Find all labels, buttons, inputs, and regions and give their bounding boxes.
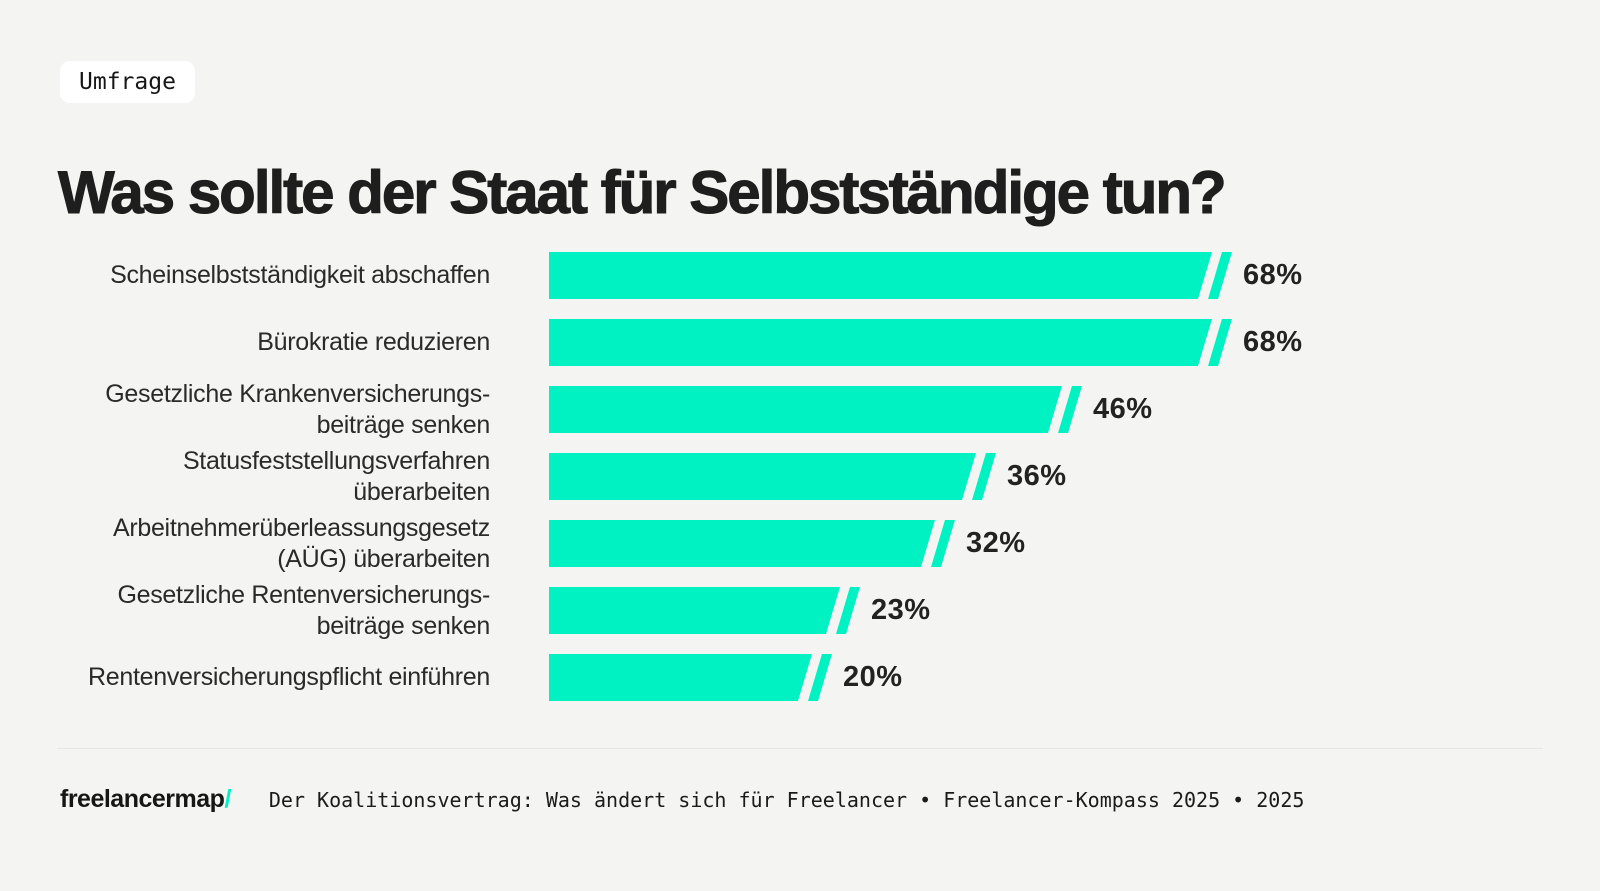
category-label: Gesetzliche Rentenversicherungs- beiträg… (117, 580, 490, 640)
bar-fill (549, 587, 840, 634)
footer-divider (57, 748, 1543, 749)
footer: freelancermap/ Der Koalitionsvertrag: Wa… (60, 785, 1540, 814)
bar-slash-icon (1208, 319, 1232, 366)
bar-fill (549, 520, 935, 567)
bar: 36% (549, 453, 1067, 500)
bar: 20% (549, 654, 903, 701)
chart-row: Scheinselbstständigkeit abschaffen 68% (60, 252, 1540, 299)
bar-slash-icon (1058, 386, 1082, 433)
chart-row: Gesetzliche Rentenversicherungs- beiträg… (60, 581, 1540, 640)
bar: 32% (549, 520, 1026, 567)
category-label: Bürokratie reduzieren (257, 328, 490, 356)
bar-chart: Scheinselbstständigkeit abschaffen 68% B… (60, 252, 1540, 701)
footer-tagline: Der Koalitionsvertrag: Was ändert sich f… (268, 787, 1305, 812)
bar: 23% (549, 587, 931, 634)
category-label: Rentenversicherungspflicht einführen (88, 663, 490, 691)
category-label: Statusfeststellungsverfahren überarbeite… (182, 446, 490, 506)
chart-row: Statusfeststellungsverfahren überarbeite… (60, 447, 1540, 506)
value-label: 32% (966, 527, 1026, 559)
chart-row: Gesetzliche Krankenversicherungs- beiträ… (60, 380, 1540, 439)
bar: 46% (549, 386, 1153, 433)
chart-row: Arbeitnehmerüberleassungsgesetz (AÜG) üb… (60, 514, 1540, 573)
value-label: 68% (1243, 326, 1303, 358)
logo-wordmark: freelancermap (60, 785, 225, 813)
bar-slash-icon (808, 654, 832, 701)
umfrage-badge: Umfrage (60, 61, 195, 103)
bar: 68% (549, 252, 1303, 299)
chart-row: Bürokratie reduzieren 68% (60, 319, 1540, 366)
bar-slash-icon (836, 587, 860, 634)
category-label: Gesetzliche Krankenversicherungs- beiträ… (105, 379, 490, 439)
freelancermap-logo: freelancermap/ (60, 785, 231, 814)
value-label: 68% (1243, 259, 1303, 291)
value-label: 36% (1007, 460, 1067, 492)
value-label: 23% (871, 594, 931, 626)
bar-fill (549, 654, 812, 701)
bar-fill (549, 319, 1212, 366)
chart-row: Rentenversicherungspflicht einführen 20% (60, 654, 1540, 701)
bar-slash-icon (1208, 252, 1232, 299)
bar-fill (549, 386, 1062, 433)
category-label: Scheinselbstständigkeit abschaffen (110, 261, 490, 289)
value-label: 20% (843, 661, 903, 693)
category-label: Arbeitnehmerüberleassungsgesetz (AÜG) üb… (112, 513, 490, 573)
page-title: Was sollte der Staat für Selbstständige … (57, 159, 1227, 227)
bar-slash-icon (931, 520, 955, 567)
bar-fill (549, 252, 1212, 299)
value-label: 46% (1093, 393, 1153, 425)
umfrage-badge-label: Umfrage (79, 69, 176, 95)
bar-slash-icon (972, 453, 996, 500)
bar: 68% (549, 319, 1303, 366)
logo-slash-icon: / (224, 785, 231, 813)
bar-fill (549, 453, 976, 500)
